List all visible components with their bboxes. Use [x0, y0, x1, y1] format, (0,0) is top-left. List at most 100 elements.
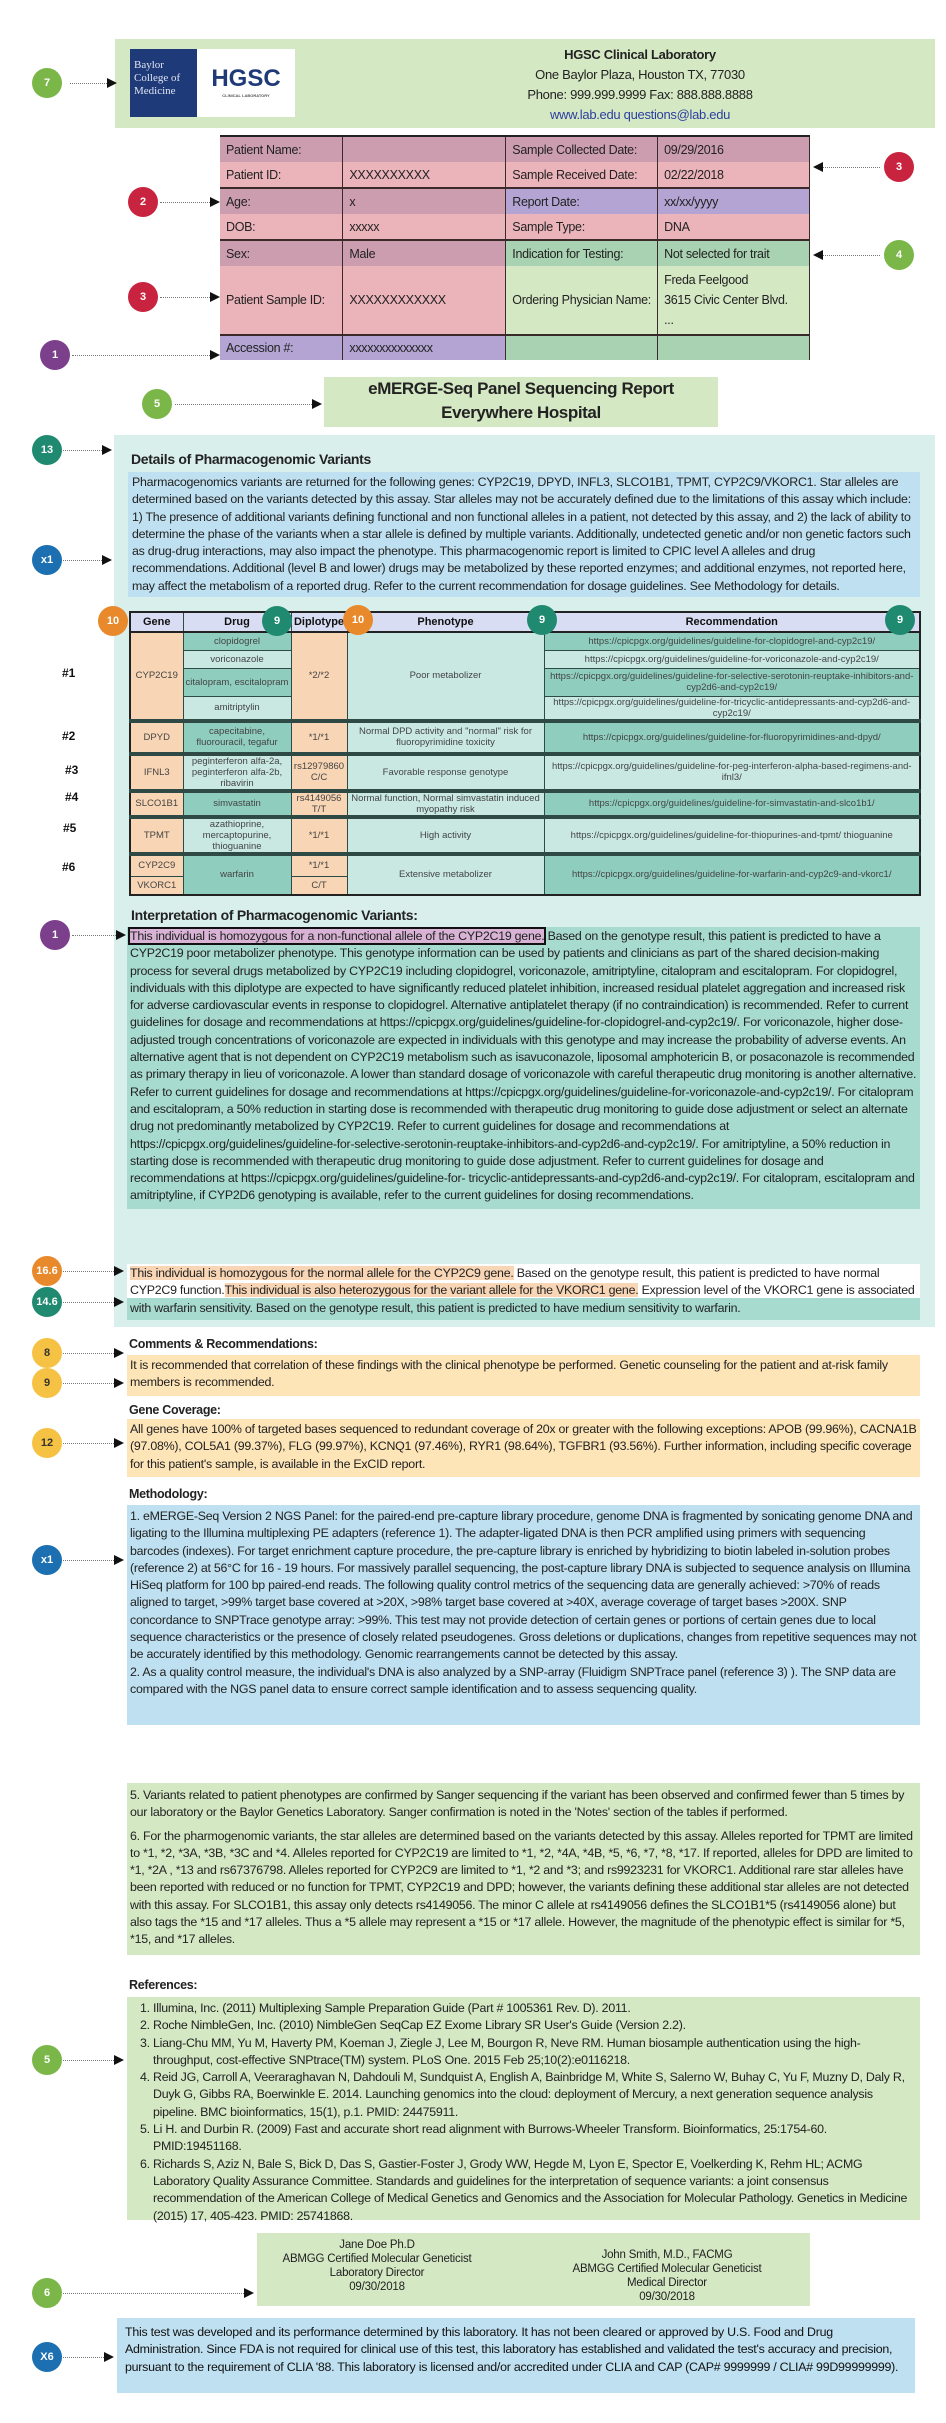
- signer-cert: ABMGG Certified Molecular Geneticist: [572, 2263, 762, 2275]
- physician-line: 3615 Civic Center Blvd.: [664, 293, 788, 307]
- recommendation-link[interactable]: https://cpicpgx.org/guidelines/guideline…: [543, 851, 921, 895]
- patient-field-label: Accession #:: [220, 335, 344, 360]
- patient-field-label: Age:: [220, 188, 344, 214]
- arrow-icon: [63, 2352, 114, 2362]
- table-row: amitriptylin https://cpicpgx.org/guidelin…: [130, 695, 921, 721]
- patient-field-value: XXXXXXXXXXXX: [342, 266, 507, 335]
- row-label: #1: [62, 666, 76, 680]
- patient-field-label: Sample Collected Date:: [505, 136, 659, 162]
- annotation-marker-icon: x1: [32, 1545, 62, 1575]
- annotation-marker-icon: 10: [343, 605, 373, 635]
- patient-field-label: Sex:: [220, 240, 344, 266]
- patient-row: Patient Name: Sample Collected Date: 09/29…: [220, 136, 810, 162]
- annotation-marker-icon: x1: [32, 545, 62, 575]
- patient-field-label: Patient Name:: [220, 136, 344, 162]
- annotation-marker-icon: 9: [885, 605, 915, 635]
- methodology-p1: 1. eMERGE-Seq Version 2 NGS Panel: for t…: [130, 1509, 917, 1662]
- arrow-icon: [63, 1555, 124, 1565]
- row-label: #6: [62, 860, 76, 874]
- interpretation-body: Based on the genotype result, this patie…: [130, 929, 917, 1203]
- details-heading: Details of Pharmacogenomic Variants: [131, 451, 372, 467]
- arrow-icon: [63, 1266, 124, 1276]
- annotation-marker-icon: 12: [32, 1428, 62, 1458]
- methodology-p2: 2. As a quality control measure, the ind…: [130, 1664, 896, 1696]
- annotation-marker-icon: 3: [884, 152, 914, 182]
- references-heading: References:: [129, 1978, 198, 1992]
- patient-row: DOB: xxxxx Sample Type: DNA: [220, 214, 810, 240]
- diplotype-cell: rs12979860 C/C: [290, 751, 348, 791]
- methodology-heading: Methodology:: [129, 1487, 208, 1501]
- physician-line: Freda Feelgood: [664, 273, 749, 287]
- signer-name: John Smith, M.D., FACMG: [601, 2249, 733, 2261]
- arrow-icon: [63, 555, 112, 565]
- patient-field-value: Male: [342, 240, 507, 266]
- patient-field-value: Not selected for trait: [657, 240, 810, 266]
- annotation-marker-icon: 5: [142, 389, 172, 419]
- comments-heading: Comments & Recommendations:: [129, 1337, 318, 1351]
- col-gene: Gene: [129, 611, 184, 633]
- diplotype-cell: *1/*1: [290, 718, 348, 754]
- signatures: Jane Doe Ph.D ABMGG Certified Molecular G…: [257, 2233, 810, 2306]
- reference-item: Richards S, Aziz N, Bale S, Bick D, Das …: [153, 2156, 914, 2225]
- lab-phone: Phone: 999.999.9999 Fax: 888.888.8888: [527, 87, 753, 102]
- cyp2c19-summary-highlight: This individual is homozygous for a non-…: [127, 927, 547, 945]
- table-row: VKORC1 C/T: [129, 876, 920, 895]
- arrow-icon: [813, 162, 880, 172]
- drug-cell: peginterferon alfa-2a, peginterferon alf…: [182, 751, 292, 791]
- lab-web-link[interactable]: www.lab.edu questions@lab.edu: [549, 107, 731, 122]
- notes-text: 5. Variants related to patient phenotype…: [127, 1783, 920, 1955]
- diplotype-cell: *1/*1: [290, 814, 348, 854]
- arrow-icon: [813, 250, 880, 260]
- arrow-icon: [160, 197, 220, 207]
- hgsc-logo: HGSC CLINICAL LABORATORY: [197, 49, 295, 117]
- arrow-icon: [175, 399, 322, 409]
- signature-medical-director: John Smith, M.D., FACMG ABMGG Certified M…: [537, 2248, 797, 2304]
- row-label: #2: [62, 729, 76, 743]
- drug-cell: clopidogrel: [182, 631, 292, 651]
- drug-cell: azathioprine, mercaptopurine, thioguanin…: [182, 814, 292, 854]
- coverage-text: All genes have 100% of targeted bases se…: [127, 1419, 920, 1477]
- recommendation-link[interactable]: https://cpicpgx.org/guidelines/guideline…: [543, 667, 921, 697]
- recommendation-link[interactable]: https://cpicpgx.org/guidelines/guideline…: [543, 718, 921, 754]
- table-row: DPYD capecitabine, fluorouracil, tegafur *…: [129, 718, 921, 754]
- annotation-marker-icon: 1: [40, 920, 70, 950]
- recommendation-link[interactable]: https://cpicpgx.org/guidelines/guideline…: [543, 695, 921, 721]
- interpretation-heading: Interpretation of Pharmacogenomic Varian…: [131, 907, 418, 923]
- row-label: #3: [65, 763, 79, 777]
- gene-cell: CYP2C9: [129, 851, 184, 877]
- drug-cell: voriconazole: [182, 649, 292, 669]
- recommendation-link[interactable]: https://cpicpgx.org/guidelines/guideline…: [543, 814, 921, 854]
- annotation-marker-icon: 14.6: [32, 1287, 62, 1317]
- recommendation-link[interactable]: https://cpicpgx.org/guidelines/guideline…: [543, 631, 921, 651]
- recommendation-link[interactable]: https://cpicpgx.org/guidelines/guideline…: [543, 649, 921, 669]
- vkorc1-highlight: This individual is also heterozygous for…: [224, 1283, 639, 1298]
- table-row: IFNL3 peginterferon alfa-2a, peginterfero…: [129, 751, 921, 791]
- physician-line: ...: [664, 313, 674, 327]
- annotation-marker-icon: X6: [32, 2342, 62, 2372]
- patient-field-label: [505, 335, 659, 360]
- table-row: SLCO1B1 simvastatin rs4149056 T/T Normal fu…: [129, 788, 921, 817]
- recommendation-link[interactable]: https://cpicpgx.org/guidelines/guideline…: [543, 751, 921, 791]
- patient-field-label: Ordering Physician Name:: [505, 266, 659, 335]
- vkorc1-text: Expression level of the VKORC1 gene is a…: [130, 1283, 915, 1315]
- patient-field-value: [342, 136, 507, 162]
- patient-field-value: xxxxxxxxxxxxxx: [342, 335, 507, 360]
- references-list: Illumina, Inc. (2011) Multiplexing Sampl…: [127, 1997, 920, 2223]
- patient-field-value: x: [342, 188, 507, 214]
- patient-field-value: 09/29/2016: [657, 136, 810, 162]
- annotation-marker-icon: 4: [884, 240, 914, 270]
- gene-cell: CYP2C19: [129, 631, 184, 721]
- gene-table: Gene Drug Diplotype Phenotype Recommenda…: [129, 611, 921, 896]
- report-title: eMERGE-Seq Panel Sequencing Report Every…: [324, 377, 718, 427]
- patient-field-value: DNA: [657, 214, 810, 240]
- arrow-icon: [70, 78, 117, 88]
- patient-row: Age: x Report Date: xx/xx/yyyy: [220, 188, 810, 214]
- annotation-marker-icon: 6: [32, 2278, 62, 2308]
- recommendation-link[interactable]: https://cpicpgx.org/guidelines/guideline…: [543, 788, 921, 817]
- row-label: #5: [63, 821, 77, 835]
- patient-field-label: DOB:: [220, 214, 344, 240]
- patient-field-value: [657, 335, 810, 360]
- lab-name: HGSC Clinical Laboratory: [564, 47, 716, 62]
- signer-role: Laboratory Director: [329, 2267, 425, 2279]
- note-6: 6. For the pharmogenomic variants, the s…: [130, 1828, 913, 1947]
